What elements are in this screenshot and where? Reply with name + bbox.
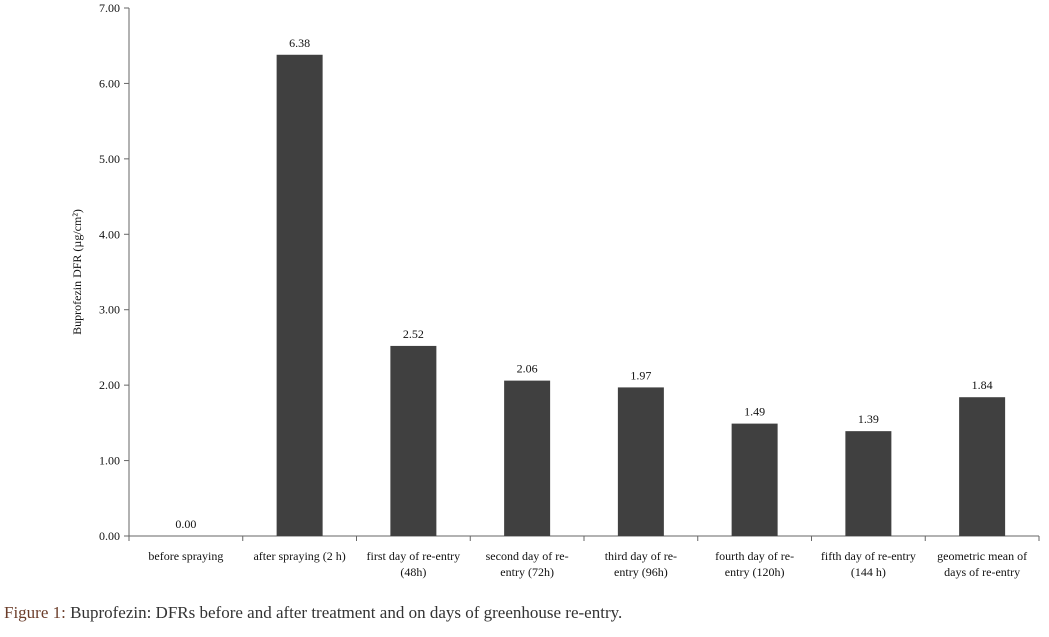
y-tick-label: 7.00: [99, 1, 120, 15]
x-tick-label: fourth day of re-entry (120h): [715, 549, 794, 579]
x-tick-label-line: before spraying: [148, 549, 223, 563]
bar: [731, 423, 778, 536]
data-label: 2.52: [403, 327, 424, 341]
x-tick-label-line: after spraying (2 h): [253, 549, 345, 563]
x-tick-label: before spraying: [148, 549, 223, 563]
caption-prefix: Figure 1:: [4, 603, 66, 622]
x-tick-label-line: second day of re-: [486, 549, 569, 563]
data-label: 0.00: [175, 517, 196, 531]
x-tick-label-line: fourth day of re-: [715, 549, 794, 563]
x-tick-label: third day of re-entry (96h): [605, 549, 677, 579]
bar: [959, 397, 1006, 536]
category-labels: before spraying after spraying (2 h) first…: [148, 549, 1027, 579]
x-tick-label: second day of re-entry (72h): [486, 549, 569, 579]
x-tick-label-line: entry (96h): [614, 565, 668, 579]
bar: [276, 54, 323, 536]
figure-caption: Figure 1: Buprofezin: DFRs before and af…: [4, 603, 622, 623]
x-tick-label-line: days of re-entry: [944, 565, 1020, 579]
data-label: 1.49: [744, 405, 765, 419]
y-tick-label: 3.00: [99, 303, 120, 317]
y-tick-label: 4.00: [99, 227, 120, 241]
x-tick-label-line: fifth day of re-entry: [821, 549, 916, 563]
y-tick-label: 1.00: [99, 454, 120, 468]
y-axis-label: Buprofezin DFR (µg/cm²): [70, 209, 84, 335]
data-label: 6.38: [289, 36, 310, 50]
data-label: 1.84: [972, 378, 993, 392]
x-tick-label-line: (48h): [400, 565, 426, 579]
data-label: 1.39: [858, 412, 879, 426]
y-axis: 0.00 1.00 2.00 3.00 4.00 5.00 6.00 7.00: [99, 1, 1040, 543]
bars: [276, 54, 1006, 536]
x-tick-label: geometric mean of days of re-entry: [937, 549, 1027, 579]
x-tick-label-line: entry (120h): [725, 565, 785, 579]
y-tick-label: 5.00: [99, 152, 120, 166]
bar: [845, 431, 892, 536]
x-tick-label-line: geometric mean of: [937, 549, 1027, 563]
data-label: 1.97: [630, 368, 651, 382]
x-tick-label: first day of re-entry (48h): [367, 549, 461, 579]
x-tick-label-line: first day of re-entry: [367, 549, 461, 563]
x-tick-label-line: third day of re-: [605, 549, 677, 563]
y-tick-label: 2.00: [99, 378, 120, 392]
x-tick-label: fifth day of re-entry (144 h): [821, 549, 916, 579]
data-labels: 0.00 6.38 2.52 2.06 1.97 1.49 1.39 1.84: [175, 36, 992, 531]
y-tick-label: 6.00: [99, 76, 120, 90]
caption-text: Buprofezin: DFRs before and after treatm…: [65, 603, 623, 622]
x-tick-label: after spraying (2 h): [253, 549, 345, 563]
x-tick-label-line: entry (72h): [500, 565, 554, 579]
x-tick-label-line: (144 h): [851, 565, 886, 579]
data-label: 2.06: [517, 362, 538, 376]
bar: [504, 380, 551, 536]
bar: [390, 345, 437, 536]
y-tick-label: 0.00: [99, 529, 120, 543]
bar: [617, 387, 664, 536]
bar-chart: 0.00 1.00 2.00 3.00 4.00 5.00 6.00 7.00 0.00 6.3…: [70, 1, 1040, 579]
